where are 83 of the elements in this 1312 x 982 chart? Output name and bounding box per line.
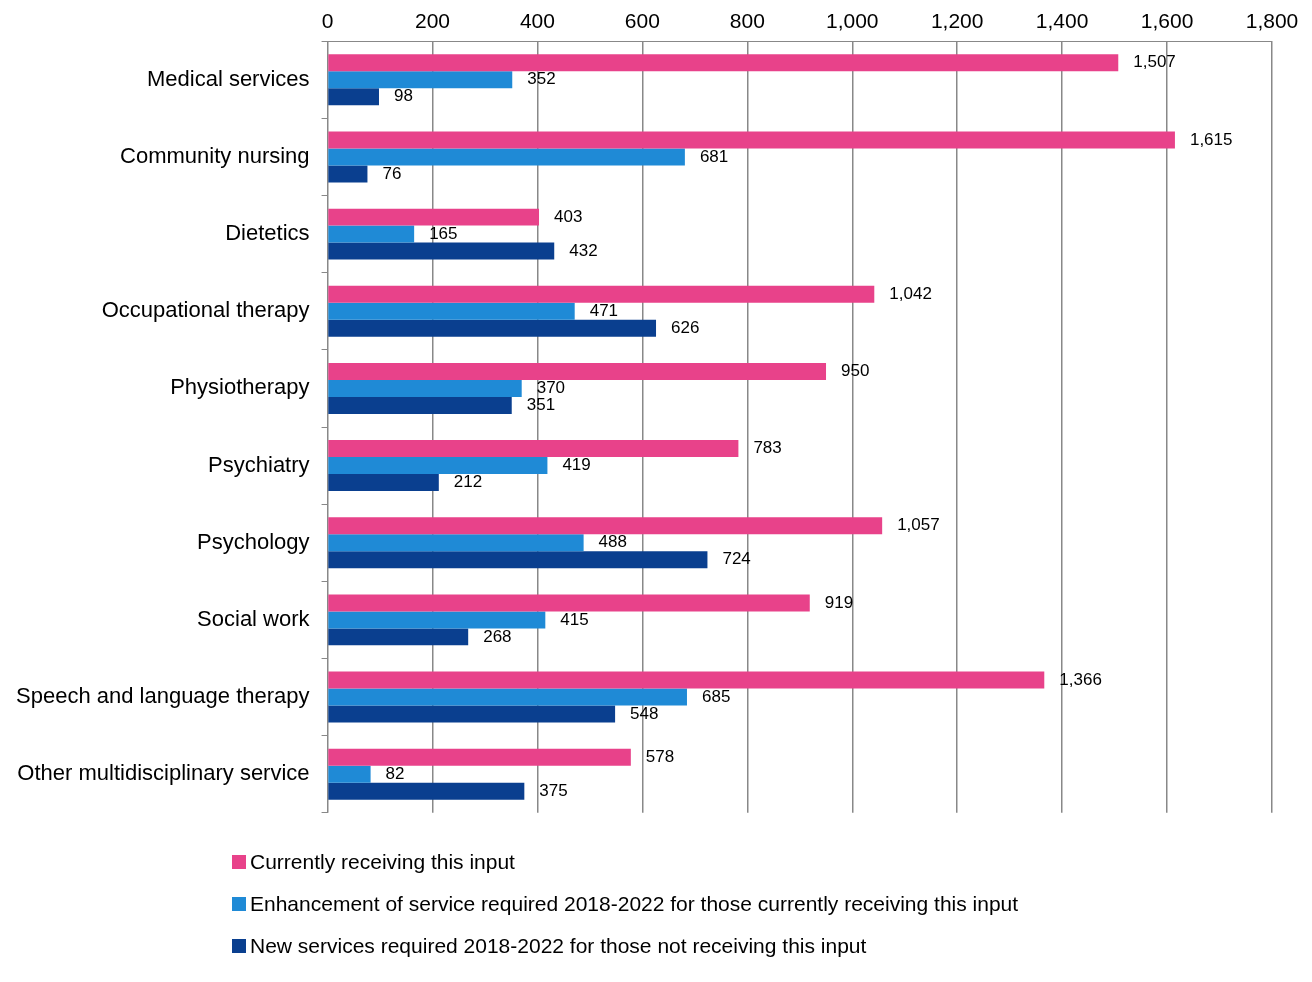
y-tick-label: Occupational therapy [101,297,310,323]
x-tick-label: 800 [729,9,765,33]
x-tick-label: 1,400 [1035,9,1089,33]
y-tick-label: Psychology [197,528,310,554]
x-tick-label: 1,200 [930,9,984,33]
bar [328,765,371,783]
bar [328,131,1175,149]
y-tick-label: Physiotherapy [170,374,310,400]
bar [328,242,555,260]
bar [328,474,439,492]
data-label: 1,507 [1133,52,1176,72]
y-tick-label: Community nursing [120,143,310,168]
x-tick-label: 200 [414,9,451,33]
data-label: 1,042 [889,283,932,303]
bar [328,594,810,612]
bar [328,319,657,337]
data-label: 212 [453,472,483,492]
y-tick-label: Speech and language therapy [16,683,310,709]
bar [328,688,687,706]
bar [328,71,513,89]
bar [328,88,379,106]
bar [328,671,1045,689]
bar [328,148,685,166]
bar [328,165,368,183]
y-tick-label: Social work [197,605,311,631]
bar [328,705,616,723]
data-label: 919 [824,592,854,612]
bar [328,362,827,380]
x-tick-label: 1,800 [1245,9,1299,33]
data-label: 165 [429,223,458,243]
x-tick-label: 0 [321,9,334,33]
data-label: 351 [526,395,556,415]
bar [328,611,546,629]
x-tick-label: 1,600 [1140,9,1194,33]
data-label: 415 [560,609,589,629]
data-label: 681 [699,146,729,166]
data-label: 578 [645,746,675,766]
data-label: 403 [554,206,583,226]
bar [328,551,708,569]
data-label: 432 [569,240,598,260]
data-label: 370 [536,378,566,398]
legend-label: Currently receiving this input [250,850,515,874]
x-tick-label: 1,000 [825,9,879,33]
data-label: 548 [630,703,659,723]
data-label: 488 [598,532,627,552]
data-label: 783 [753,438,782,458]
bar [328,208,540,226]
bar [328,534,584,552]
legend-label: New services required 2018-2022 for those not receiving this input [250,934,867,958]
data-label: 1,057 [897,515,940,535]
bar [328,285,875,303]
y-tick-label: Medical services [146,65,310,91]
data-label: 352 [527,69,556,89]
bar [328,517,883,535]
data-label: 375 [539,780,568,800]
data-label: 1,366 [1059,669,1102,689]
bar [328,225,415,243]
x-tick-label: 400 [519,9,555,33]
y-tick-label: Psychiatry [208,451,310,477]
data-label: 950 [841,361,870,381]
data-label: 1,615 [1189,129,1233,149]
data-label: 268 [483,626,512,646]
bar [328,748,631,766]
bar [328,54,1119,72]
bar [328,782,525,800]
data-label: 626 [671,317,700,337]
y-tick-label: Dietetics [225,220,310,246]
data-label: 685 [701,686,731,706]
bar [328,379,522,397]
data-label: 419 [562,455,591,475]
legend-label: Enhancement of service required 2018-2022 for those currently receiving this input [250,892,1019,916]
y-tick-label: Other multidisciplinary service [17,760,310,786]
x-tick-label: 600 [624,9,660,33]
data-label: 471 [589,300,619,320]
bar [328,457,548,475]
bar [328,396,512,414]
bar [328,628,469,646]
bar [328,440,739,458]
data-label: 76 [382,163,402,183]
data-label: 98 [393,86,413,106]
data-label: 82 [385,763,405,783]
bar [328,302,575,320]
data-label: 724 [722,549,751,569]
